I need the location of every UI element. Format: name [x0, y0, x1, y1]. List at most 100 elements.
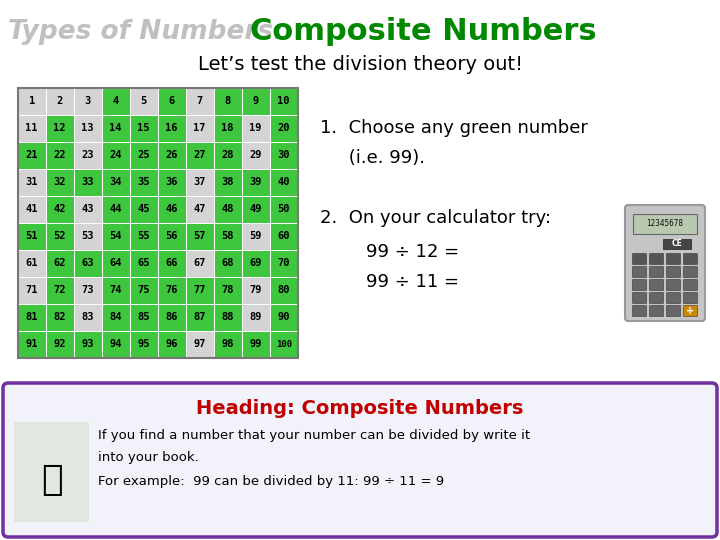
Text: 46: 46 — [166, 204, 178, 214]
Text: 83: 83 — [81, 312, 94, 322]
Text: 95: 95 — [138, 339, 150, 349]
Bar — [186, 331, 214, 357]
Text: 75: 75 — [138, 285, 150, 295]
Bar — [18, 250, 45, 276]
Text: 31: 31 — [25, 177, 38, 187]
Bar — [18, 196, 45, 222]
Bar — [74, 304, 102, 330]
FancyBboxPatch shape — [683, 306, 698, 316]
Bar — [242, 223, 269, 249]
Text: Types of Numbers:: Types of Numbers: — [8, 19, 293, 45]
Text: 68: 68 — [222, 258, 234, 268]
Bar — [186, 196, 214, 222]
Bar — [214, 196, 241, 222]
Text: 28: 28 — [222, 150, 234, 160]
Bar — [74, 169, 102, 195]
Text: 53: 53 — [81, 231, 94, 241]
Bar — [242, 115, 269, 141]
FancyBboxPatch shape — [625, 205, 705, 321]
Bar — [130, 196, 158, 222]
Bar — [130, 304, 158, 330]
Text: 45: 45 — [138, 204, 150, 214]
Bar — [158, 169, 186, 195]
Text: 78: 78 — [222, 285, 234, 295]
Bar — [214, 88, 241, 114]
Text: 97: 97 — [194, 339, 206, 349]
Text: 61: 61 — [25, 258, 38, 268]
FancyBboxPatch shape — [683, 280, 698, 291]
Bar — [18, 277, 45, 303]
Bar — [102, 304, 130, 330]
Text: 26: 26 — [166, 150, 178, 160]
Bar — [46, 142, 73, 168]
Text: Heading: Composite Numbers: Heading: Composite Numbers — [197, 399, 523, 417]
Text: 23: 23 — [81, 150, 94, 160]
Text: 40: 40 — [277, 177, 290, 187]
Bar — [270, 169, 297, 195]
Text: 86: 86 — [166, 312, 178, 322]
Text: 49: 49 — [250, 204, 262, 214]
Text: For example:  99 can be divided by 11: 99 ÷ 11 = 9: For example: 99 can be divided by 11: 99… — [98, 475, 444, 488]
Text: 99 ÷ 12 =: 99 ÷ 12 = — [320, 243, 459, 261]
Text: 72: 72 — [53, 285, 66, 295]
Text: 12345678: 12345678 — [647, 219, 683, 228]
Bar — [270, 223, 297, 249]
Bar — [242, 304, 269, 330]
Text: 13: 13 — [81, 123, 94, 133]
Bar — [186, 304, 214, 330]
Text: Let’s test the division theory out!: Let’s test the division theory out! — [197, 55, 523, 73]
Text: 56: 56 — [166, 231, 178, 241]
Bar — [130, 331, 158, 357]
Bar — [242, 331, 269, 357]
Bar — [186, 169, 214, 195]
Bar — [270, 115, 297, 141]
Text: 66: 66 — [166, 258, 178, 268]
Bar — [242, 277, 269, 303]
Bar — [102, 331, 130, 357]
Bar — [102, 223, 130, 249]
Bar — [46, 88, 73, 114]
Text: 7: 7 — [197, 96, 203, 106]
Text: 14: 14 — [109, 123, 122, 133]
Text: 24: 24 — [109, 150, 122, 160]
Bar — [633, 214, 697, 234]
FancyBboxPatch shape — [632, 253, 647, 265]
Bar — [214, 115, 241, 141]
FancyBboxPatch shape — [632, 280, 647, 291]
Bar — [102, 169, 130, 195]
Text: 51: 51 — [25, 231, 38, 241]
Text: 93: 93 — [81, 339, 94, 349]
Text: 64: 64 — [109, 258, 122, 268]
Bar — [18, 331, 45, 357]
Bar — [102, 196, 130, 222]
Bar — [46, 223, 73, 249]
Bar — [74, 277, 102, 303]
Text: 65: 65 — [138, 258, 150, 268]
Text: +: + — [686, 306, 695, 316]
Bar — [270, 331, 297, 357]
Bar — [158, 142, 186, 168]
Text: 80: 80 — [277, 285, 290, 295]
Text: 34: 34 — [109, 177, 122, 187]
Bar — [102, 142, 130, 168]
Bar — [158, 223, 186, 249]
Text: 42: 42 — [53, 204, 66, 214]
Bar — [214, 331, 241, 357]
Bar — [214, 142, 241, 168]
Text: 77: 77 — [194, 285, 206, 295]
Text: 27: 27 — [194, 150, 206, 160]
Text: 4: 4 — [112, 96, 119, 106]
FancyBboxPatch shape — [649, 293, 664, 303]
Bar — [18, 142, 45, 168]
FancyBboxPatch shape — [649, 267, 664, 278]
FancyBboxPatch shape — [683, 267, 698, 278]
Text: 2.  On your calculator try:: 2. On your calculator try: — [320, 209, 551, 227]
Bar — [18, 88, 297, 357]
Bar — [214, 277, 241, 303]
Text: 5: 5 — [140, 96, 147, 106]
FancyBboxPatch shape — [632, 293, 647, 303]
Bar — [46, 331, 73, 357]
Text: 📝: 📝 — [41, 463, 63, 497]
Bar — [186, 115, 214, 141]
Text: 59: 59 — [250, 231, 262, 241]
